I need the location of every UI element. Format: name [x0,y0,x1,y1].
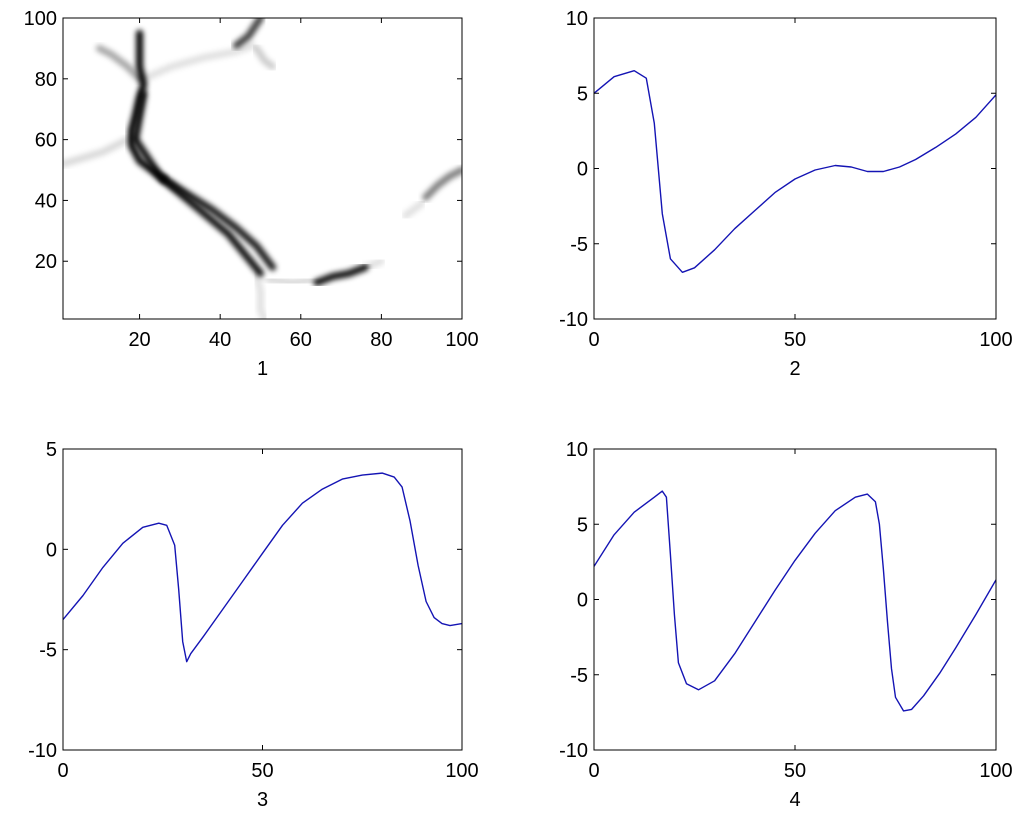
heatmap-ridge-12 [361,257,385,271]
x-axis-label: 3 [257,789,268,811]
plot-area [594,18,996,319]
y-tick-label: -10 [28,740,57,762]
heatmap-ridge-4 [95,44,144,83]
x-tick-label: 50 [251,760,273,782]
x-tick-label: 0 [57,760,68,782]
y-tick-label: 0 [46,539,57,561]
x-tick-label: 60 [290,329,312,351]
x-tick-label: 100 [445,329,478,351]
x-tick-label: 100 [979,329,1012,351]
heatmap-ridge-9 [253,269,268,319]
x-tick-label: 80 [370,329,392,351]
heatmap-ridge-8 [253,44,277,71]
y-tick-label: 0 [577,590,588,612]
y-tick-label: -5 [39,640,57,662]
heatmap-image [63,18,462,319]
y-tick-label: -5 [570,665,588,687]
y-tick-label: 5 [577,514,588,536]
subplot-2: 0 50 100 -10 -5 0 5 10 2 [559,8,1013,380]
x-tick-label: 40 [209,329,231,351]
y-tick-label: 60 [35,130,57,152]
y-tick-label: 5 [577,83,588,105]
heatmap-ridge-5 [63,136,131,168]
x-tick-label: 100 [445,760,478,782]
x-tick-label: 100 [979,760,1012,782]
series-line-1 [594,490,996,712]
subplot-4: 0 50 100 -10 -5 0 5 10 4 [559,439,1013,811]
plot-area [63,449,462,750]
heatmap-ridge-14 [402,200,426,220]
x-axis-label: 1 [257,358,268,380]
y-tick-label: -10 [559,740,588,762]
heatmap-ridge-11 [313,263,369,286]
series-line-1 [594,70,996,273]
x-axis-label: 2 [789,358,800,380]
heatmap-ridge-3 [160,175,277,271]
x-tick-label: 50 [784,760,806,782]
y-tick-label: -5 [570,234,588,256]
subplot-3: 0 50 100 -10 -5 0 5 3 [28,439,479,811]
x-tick-label: 50 [784,329,806,351]
x-tick-label: 0 [588,760,599,782]
y-tick-label: -10 [559,309,588,331]
series-line-1 [63,472,462,663]
heatmap-ridge-2 [128,29,168,183]
plot-area [594,449,996,750]
heatmap-ridge-13 [422,166,462,201]
x-axis-label: 4 [789,789,800,811]
x-tick-label: 20 [128,329,150,351]
y-tick-label: 40 [35,190,57,212]
y-tick-label: 0 [577,159,588,181]
axes-frame [62,17,463,320]
heatmap-ridge-7 [232,18,264,49]
y-tick-label: 5 [46,439,57,461]
y-tick-label: 20 [35,251,57,273]
heatmap-ridge-6 [140,41,256,83]
y-tick-label: 10 [566,439,588,461]
y-tick-label: 80 [35,69,57,91]
heatmap-ridge-10 [265,276,321,286]
subplot-1: 20 40 60 80 100 20 40 60 80 100 1 [24,8,479,380]
y-tick-label: 100 [24,8,57,30]
x-tick-label: 0 [588,329,599,351]
y-tick-label: 10 [566,8,588,30]
